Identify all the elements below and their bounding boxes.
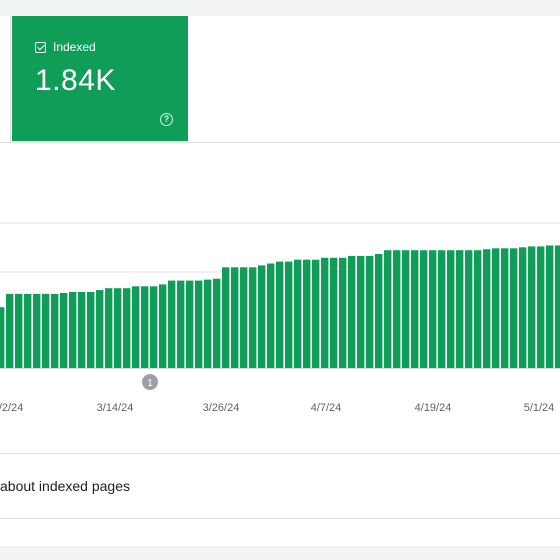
chart-svg: 1 2/2/24 3/14/24 3/26/24 4/7/24 4/19/24 5/1/24 — [0, 222, 560, 414]
chart-bar-21[interactable] — [186, 280, 194, 368]
chart-bar-60[interactable] — [537, 246, 545, 368]
top-strip — [0, 0, 560, 16]
annotation-label-0: 1 — [147, 378, 153, 389]
chart-bar-41[interactable] — [366, 255, 374, 368]
chart-bar-42[interactable] — [375, 254, 383, 368]
chart-bar-49[interactable] — [438, 250, 446, 368]
chart-bar-7[interactable] — [60, 292, 68, 368]
chart-bar-47[interactable] — [420, 250, 428, 368]
chart-bar-4[interactable] — [33, 293, 41, 368]
chart-bar-32[interactable] — [285, 261, 293, 368]
chart-bar-40[interactable] — [357, 255, 365, 368]
card-divider — [10, 16, 11, 142]
chart-bar-13[interactable] — [114, 288, 122, 368]
chart-bar-12[interactable] — [105, 288, 113, 368]
chart-bar-23[interactable] — [204, 279, 212, 368]
chart-bar-51[interactable] — [456, 250, 464, 368]
chart-bar-17[interactable] — [150, 286, 158, 368]
chart-bar-9[interactable] — [78, 292, 86, 368]
chart-bar-35[interactable] — [312, 259, 320, 368]
chart-bar-46[interactable] — [411, 250, 419, 368]
x-tick-label-1: 3/14/24 — [97, 402, 134, 414]
chart-bar-39[interactable] — [348, 255, 356, 368]
chart-bar-59[interactable] — [528, 246, 536, 368]
card-value: 1.84K — [35, 64, 116, 97]
chart-bar-10[interactable] — [87, 292, 95, 368]
chart-bar-56[interactable] — [501, 248, 509, 368]
chart-bar-33[interactable] — [294, 259, 302, 368]
chart-bar-26[interactable] — [231, 267, 239, 368]
chart-bar-62[interactable] — [555, 245, 560, 368]
annotation-marker-0[interactable]: 1 — [142, 374, 158, 390]
checkbox-checked-icon[interactable] — [35, 41, 46, 53]
x-tick-label-5: 5/1/24 — [524, 402, 555, 414]
chart-bar-30[interactable] — [267, 263, 275, 369]
chart-bar-8[interactable] — [69, 292, 77, 368]
x-tick-label-2: 3/26/24 — [203, 402, 240, 414]
chart-bar-19[interactable] — [168, 280, 176, 368]
chart-bar-2[interactable] — [15, 293, 23, 368]
chart-bar-52[interactable] — [465, 250, 473, 368]
chart-bar-38[interactable] — [339, 257, 347, 368]
chart-bar-50[interactable] — [447, 250, 455, 368]
x-tick-label-0: 2/2/24 — [0, 402, 23, 414]
chart-bar-18[interactable] — [159, 284, 167, 368]
annotation-circle-0[interactable] — [142, 374, 158, 390]
learn-more-link[interactable]: about indexed pages — [0, 478, 130, 494]
chart-bar-22[interactable] — [195, 280, 203, 368]
chart-bar-25[interactable] — [222, 267, 230, 368]
chart-bar-14[interactable] — [123, 288, 131, 368]
chart-bar-6[interactable] — [51, 293, 59, 368]
learn-more-row[interactable]: about indexed pages — [0, 453, 560, 519]
chart-bar-24[interactable] — [213, 278, 221, 368]
x-tick-label-3: 4/7/24 — [311, 402, 342, 414]
help-circle-icon[interactable]: ? — [160, 113, 173, 126]
bottom-strip — [0, 546, 560, 560]
chart-bar-48[interactable] — [429, 250, 437, 368]
chart-bar-3[interactable] — [24, 293, 32, 368]
chart-bar-34[interactable] — [303, 259, 311, 368]
chart-bar-31[interactable] — [276, 261, 284, 368]
chart-bar-11[interactable] — [96, 290, 104, 368]
chart-bar-54[interactable] — [483, 249, 491, 368]
chart-bar-45[interactable] — [402, 250, 410, 368]
chart-bar-44[interactable] — [393, 250, 401, 368]
indexed-summary-card[interactable]: Indexed 1.84K ? — [12, 16, 188, 141]
x-tick-label-4: 4/19/24 — [415, 402, 452, 414]
chart-bar-36[interactable] — [321, 257, 329, 368]
chart-bar-43[interactable] — [384, 250, 392, 368]
chart-bar-1[interactable] — [6, 293, 14, 368]
chart-bar-55[interactable] — [492, 248, 500, 368]
chart-bar-61[interactable] — [546, 245, 554, 368]
chart-bar-27[interactable] — [240, 267, 248, 368]
card-title: Indexed — [53, 40, 96, 54]
chart-bar-16[interactable] — [141, 286, 149, 368]
chart-bar-15[interactable] — [132, 286, 140, 368]
chart-bar-37[interactable] — [330, 257, 338, 368]
indexed-pages-chart: 1 2/2/24 3/14/24 3/26/24 4/7/24 4/19/24 5/1/24 — [0, 142, 560, 452]
chart-bar-20[interactable] — [177, 280, 185, 368]
chart-bar-53[interactable] — [474, 250, 482, 368]
card-title-row: Indexed — [35, 40, 96, 54]
chart-bar-28[interactable] — [249, 267, 257, 368]
chart-bar-29[interactable] — [258, 265, 266, 368]
chart-bar-5[interactable] — [42, 293, 50, 368]
chart-bar-0[interactable] — [0, 307, 5, 368]
chart-bar-57[interactable] — [510, 248, 518, 368]
chart-bar-58[interactable] — [519, 247, 527, 368]
